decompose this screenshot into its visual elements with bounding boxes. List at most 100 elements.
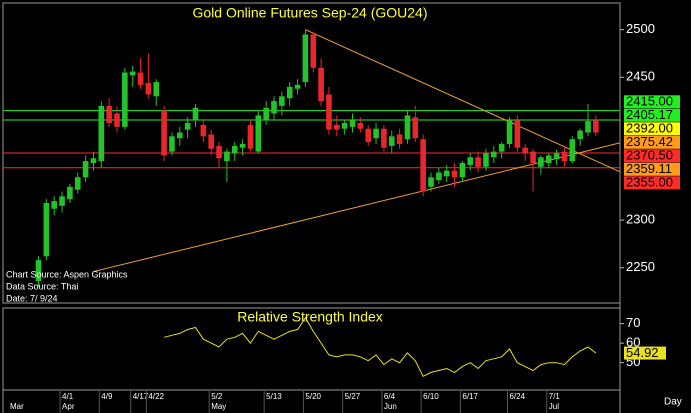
candle-body [114,113,120,127]
candle-body [43,203,50,257]
rsi-line [163,316,597,377]
y-tick-label: 2450 [626,69,655,84]
candle-body [318,67,324,102]
x-axis-label: Day [664,397,682,408]
level-label: 2370.50 [626,148,673,163]
candle-body [271,101,277,114]
x-tick-label: 4/1 [62,392,74,401]
candle-body [467,157,474,165]
candle-body [122,72,128,127]
indicator-title: Relative Strength Index [237,309,383,325]
candle-body [302,34,309,83]
x-tick-label: 5/27 [345,392,361,401]
candle-body [35,260,42,282]
annotation: Data Source: Thai [6,281,78,291]
candle-body [443,170,450,177]
candle-body [412,117,419,139]
candle-body [459,163,466,178]
candle-body [192,107,199,121]
candle-body [483,153,489,167]
candle-body [475,157,481,167]
candle-body [255,115,262,152]
candle-body [341,123,348,129]
candle-body [349,120,356,127]
x-tick-label: 5/2 [211,392,223,401]
candle-body [263,107,269,121]
level-label-box [624,135,680,149]
trendline [93,142,620,273]
candle-body [137,72,144,85]
candle-body [208,134,214,149]
candle-body [530,151,536,163]
month-label: Jul [549,402,559,411]
annotation: Date: 7/ 9/24 [6,293,58,303]
main-plot [3,29,620,287]
candle-body [388,136,395,146]
candle-body [436,172,442,181]
level-label-box [624,149,680,163]
candle-body [239,143,246,148]
x-tick-label: 4/17 [133,392,149,401]
candle-body [506,120,513,144]
candle-body [334,124,340,130]
x-tick-label: 5/20 [305,392,321,401]
candle-body [161,110,167,156]
x-tick-label: 5/13 [266,392,282,401]
candle-body [522,147,528,154]
candle-body [451,170,458,178]
chart-title: Gold Online Futures Sep-24 (GOU24) [193,5,428,21]
candle-body [310,34,317,68]
month-label: Apr [62,402,75,411]
candle-body [98,105,105,162]
candle-body [365,128,371,143]
x-tick-label: 6/4 [384,392,396,401]
x-tick-label: 6/24 [510,392,526,401]
y-tick-label: 2250 [626,259,655,274]
candle-body [286,86,293,99]
candle-body [90,158,97,163]
level-label-box [624,162,680,176]
candle-body [357,123,364,129]
rsi-last-box [624,346,666,360]
candle-body [577,130,583,140]
x-tick-label: 6/10 [423,392,439,401]
candle-body [129,71,136,76]
month-label: Jun [384,402,397,411]
month-label: May [211,402,226,411]
candle-body [404,115,411,140]
level-label-box [624,95,680,109]
x-tick-label: 7/1 [549,392,561,401]
rsi-tick-label: 60 [626,335,640,350]
axes: 22502300245025002415.002405.172392.00237… [10,21,680,413]
level-label-box [624,108,680,122]
candle-body [545,155,552,163]
candle-body [51,201,57,209]
candle-body [74,177,81,190]
candle-body [585,121,591,133]
trendline [305,29,620,173]
candle-body [231,145,238,154]
level-label: 2405.17 [626,107,673,122]
candle-body [294,84,301,89]
candle-body [247,124,254,149]
level-label-box [624,122,680,136]
candle-body [153,82,160,97]
candle-body [200,124,207,137]
candle-body [396,134,403,144]
x-tick-label: 6/17 [462,392,478,401]
candle-body [381,128,387,148]
y-tick-label: 2500 [626,21,655,36]
candle-body [184,123,191,130]
candle-body [279,96,285,106]
candle-body [59,196,65,206]
candle-body [373,128,379,139]
candle-body [569,139,576,162]
rsi-plot [163,316,597,377]
y-tick-label: 2300 [626,212,655,227]
candle-body [216,145,222,159]
candle-body [106,105,112,123]
level-label: 2392.00 [626,121,673,136]
candle-body [538,157,544,167]
candle-body [177,132,183,139]
